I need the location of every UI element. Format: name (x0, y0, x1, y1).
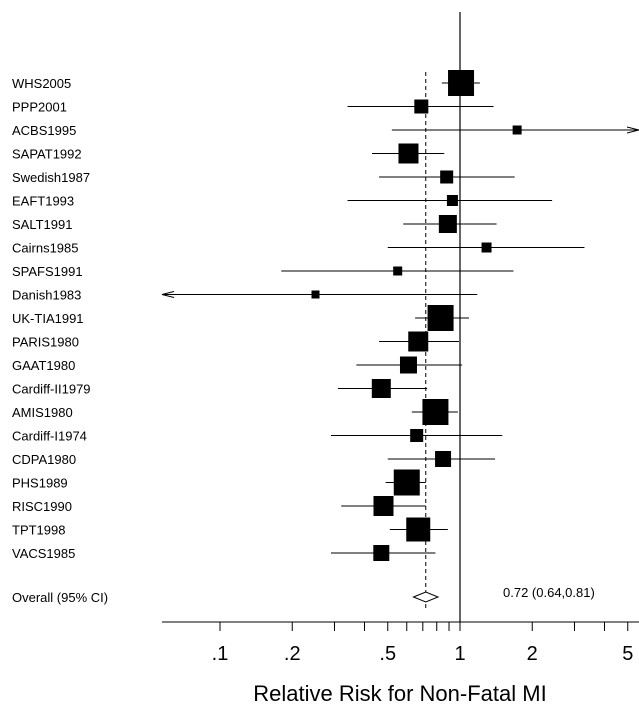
x-tick-label: 5 (622, 643, 633, 665)
study-label: PARIS1980 (12, 335, 79, 350)
point-estimate-box (446, 195, 458, 206)
point-estimate-box (373, 496, 394, 516)
study-label: EAFT1993 (12, 194, 74, 209)
point-estimate-box (408, 331, 429, 352)
point-estimate-box (481, 242, 492, 253)
point-estimate-box (410, 429, 424, 442)
study-label: Cardiff-II1979 (12, 382, 91, 397)
study-label: Swedish1987 (12, 170, 90, 185)
ci-arrow-left (161, 291, 175, 298)
study-label: TPT1998 (12, 523, 65, 538)
overall-value-text: 0.72 (0.64,0.81) (503, 585, 595, 600)
point-estimate-box (398, 143, 419, 164)
study-label: PHS1989 (12, 476, 68, 491)
point-estimate-box (311, 290, 320, 299)
study-label: PPP2001 (12, 100, 67, 115)
x-tick-label: 2 (527, 643, 538, 665)
point-estimate-box (399, 356, 417, 374)
ci-arrow-right (626, 126, 639, 134)
x-tick-label: .5 (379, 643, 396, 665)
study-label: WHS2005 (12, 76, 71, 91)
study-label: GAAT1980 (12, 358, 75, 373)
x-tick-label: .2 (284, 643, 301, 665)
study-label: ACBS1995 (12, 123, 76, 138)
overall-diamond (412, 591, 440, 603)
point-estimate-box (438, 215, 457, 233)
x-tick-label: 1 (454, 643, 465, 665)
point-estimate-box (393, 266, 403, 276)
study-label: Cardiff-I1974 (12, 429, 87, 444)
study-label: RISC1990 (12, 499, 72, 514)
study-label: VACS1985 (12, 546, 75, 561)
overall-row: Overall (95% CI) 0.72 (0.64,0.81) (12, 585, 595, 605)
study-label: SPAFS1991 (12, 264, 83, 279)
study-label: Cairns1985 (12, 241, 79, 256)
point-estimate-box (512, 125, 522, 135)
point-estimate-box (371, 379, 391, 398)
x-axis-title: Relative Risk for Non-Fatal MI (253, 681, 546, 706)
study-label: AMIS1980 (12, 405, 73, 420)
overall-label: Overall (95% CI) (12, 590, 108, 605)
study-label: UK-TIA1991 (12, 311, 84, 326)
point-estimates (311, 70, 522, 561)
study-label: SALT1991 (12, 217, 72, 232)
point-estimate-box (427, 305, 454, 331)
x-axis: .1 .2 .5 1 2 5 (162, 621, 639, 665)
point-estimate-box (435, 451, 452, 467)
point-estimate-box (414, 99, 429, 114)
point-estimate-box (393, 469, 420, 496)
point-estimate-box (406, 517, 431, 542)
point-estimate-box (373, 545, 390, 561)
point-estimate-box (422, 399, 449, 425)
study-label: SAPAT1992 (12, 147, 82, 162)
study-label: Danish1983 (12, 288, 81, 303)
study-label: CDPA1980 (12, 452, 76, 467)
study-labels: WHS2005 PPP2001 ACBS1995 SAPAT1992 Swedish19… (12, 76, 91, 561)
point-estimate-box (448, 70, 475, 96)
point-estimate-box (440, 170, 454, 184)
x-tick-label: .1 (212, 643, 229, 665)
